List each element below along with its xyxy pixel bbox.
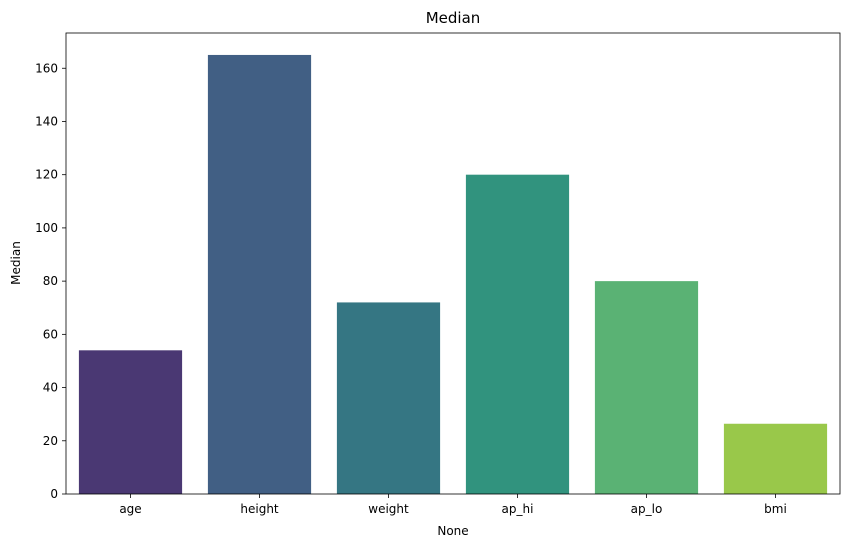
y-tick-label: 80 [43, 274, 58, 288]
y-axis-label: Median [9, 241, 23, 285]
y-tick-label: 40 [43, 381, 58, 395]
chart-title: Median [426, 9, 481, 27]
bar-weight [336, 302, 441, 494]
plot-frame [65, 32, 841, 495]
y-axis-ticks: 0 20 40 60 80 100 120 140 160 [35, 61, 66, 501]
x-tick-label: ap_hi [502, 502, 534, 516]
x-tick-label: bmi [764, 502, 787, 516]
y-tick-label: 120 [35, 168, 58, 182]
bars-layer [78, 54, 828, 494]
x-axis-ticks: age height weight ap_hi ap_lo bmi [119, 494, 787, 516]
x-tick-label: ap_lo [631, 502, 663, 516]
y-tick-label: 20 [43, 434, 58, 448]
x-tick-label: height [240, 502, 279, 516]
y-tick-label: 0 [50, 487, 58, 501]
y-tick-label: 140 [35, 114, 58, 128]
x-tick-label: age [119, 502, 141, 516]
bar-age [78, 350, 183, 494]
bar-ap_hi [465, 174, 570, 494]
x-axis-label: None [437, 524, 468, 538]
bar-height [207, 54, 312, 494]
bar-bmi [723, 423, 828, 494]
x-tick-label: weight [368, 502, 409, 516]
y-tick-label: 100 [35, 221, 58, 235]
bar-ap_lo [594, 281, 699, 494]
y-tick-label: 60 [43, 327, 58, 341]
y-tick-label: 160 [35, 61, 58, 75]
